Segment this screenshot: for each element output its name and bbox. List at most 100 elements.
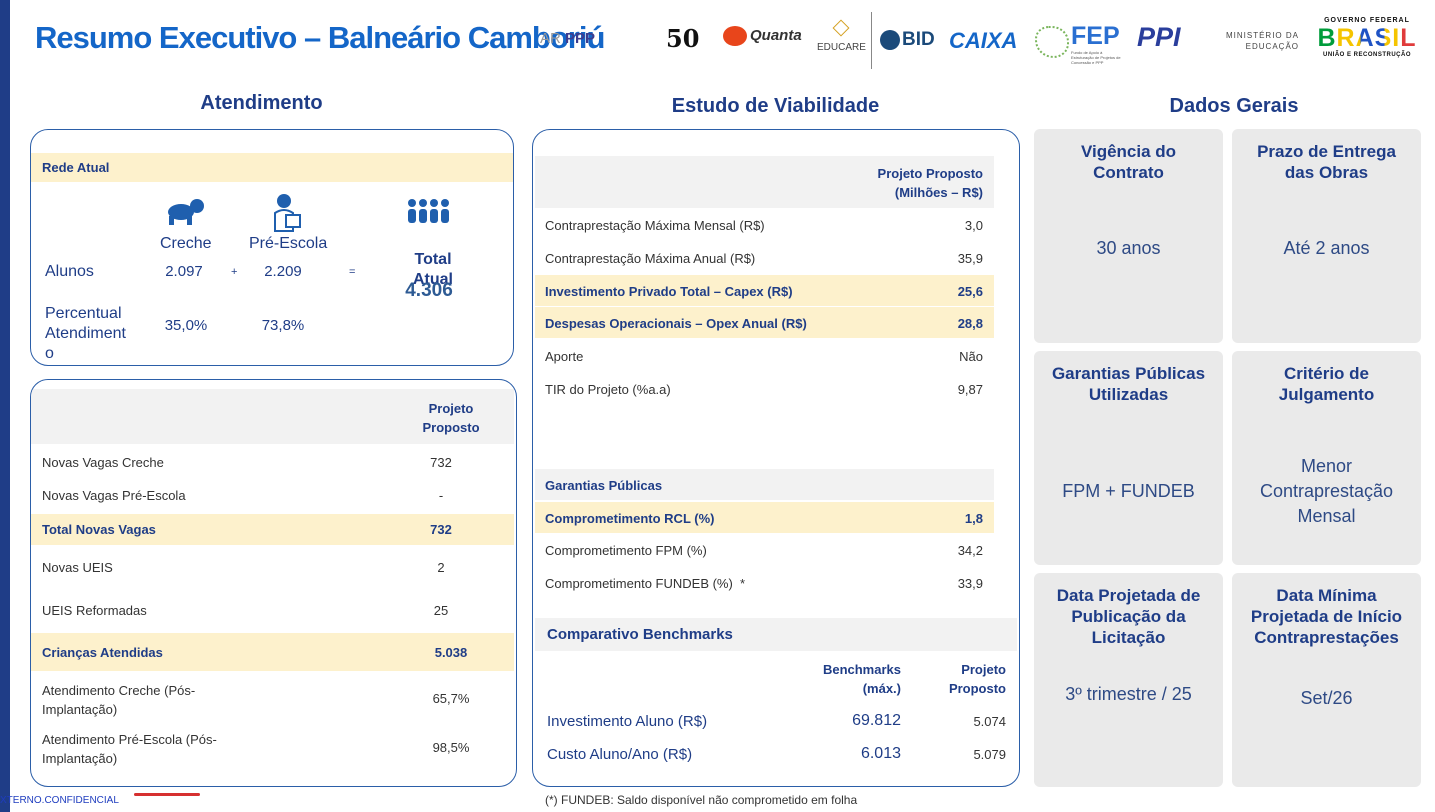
bench-row-custo-bench: 6.013 bbox=[860, 745, 901, 762]
box-criterio-title: Critério de Julgamento bbox=[1278, 364, 1375, 404]
box-criterio-value: Menor Contraprestação Mensal bbox=[1259, 456, 1394, 526]
quanta-logo-text: Quanta bbox=[750, 26, 802, 44]
brasil-wordmark: BRASIL bbox=[1312, 24, 1422, 52]
bench-col-benchmarks: Benchmarks (máx.) bbox=[822, 662, 901, 696]
fep-subtitle: Fundo de Apoio à Estruturação de Projeto… bbox=[1071, 50, 1121, 65]
viab-row-mensal-value: 3,0 bbox=[964, 218, 983, 233]
plus-sign: + bbox=[231, 266, 238, 278]
viab-row-mensal-label: Contraprestação Máxima Mensal (R$) bbox=[545, 218, 765, 233]
percentual-label: Percentual Atendiment o bbox=[45, 305, 126, 362]
box-data-contraprestacoes-value: Set/26 bbox=[1300, 688, 1353, 708]
box-data-publicacao-title: Data Projetada de Publicação da Licitaçã… bbox=[1056, 586, 1201, 647]
total-group-icon bbox=[407, 198, 451, 224]
perc-creche-value: 35,0% bbox=[164, 317, 208, 334]
ppi-logo-text: PPI bbox=[1137, 22, 1181, 52]
col-creche-label: Creche bbox=[160, 235, 212, 252]
row-atendimento-pre-value: 98,5% bbox=[432, 740, 470, 755]
classification-label: XTERNO.CONFIDENCIAL bbox=[0, 795, 119, 806]
box-prazo-title: Prazo de Entrega das Obras bbox=[1257, 142, 1396, 182]
equals-sign: = bbox=[349, 266, 356, 278]
logo-caixa: CAIXA bbox=[949, 28, 1017, 54]
row-novas-ueis-value: 2 bbox=[437, 560, 445, 575]
row-criancas-label: Crianças Atendidas bbox=[42, 645, 163, 660]
col-total-label: Total Atual bbox=[413, 251, 453, 288]
alunos-creche-value: 2.097 bbox=[165, 263, 203, 280]
benchmarks-header-bg bbox=[535, 618, 1017, 651]
perc-pre-value: 73,8% bbox=[261, 317, 305, 334]
box-garantias-title: Garantias Públicas Utilizadas bbox=[1051, 364, 1206, 404]
bid-globe-icon bbox=[880, 29, 900, 50]
viab-row-opex-value: 28,8 bbox=[957, 316, 983, 331]
garantias-header: Garantias Públicas bbox=[545, 478, 663, 493]
rede-atual-label: Rede Atual bbox=[42, 160, 110, 175]
fep-map-icon bbox=[1035, 26, 1069, 58]
alunos-label: Alunos bbox=[45, 263, 94, 280]
caixa-logo-text: CAIXA bbox=[949, 28, 1018, 53]
governo-federal-text: GOVERNO FEDERAL bbox=[1324, 17, 1410, 24]
rede-atual-panel: Rede Atual Creche Pré-Escola Total Atual… bbox=[30, 129, 514, 366]
quanta-mark-icon bbox=[723, 26, 747, 46]
logo-educare: EDUCARE bbox=[817, 19, 866, 53]
rede-atual-header bbox=[31, 153, 513, 182]
row-novas-vagas-pre-value: - bbox=[438, 488, 444, 503]
bench-row-custo-proj: 5.079 bbox=[973, 747, 1006, 762]
bid-logo-text: BID bbox=[902, 29, 935, 50]
box-prazo: Prazo de Entrega das Obras Até 2 anos bbox=[1232, 129, 1421, 343]
garantia-fundeb-value: 33,9 bbox=[957, 576, 983, 591]
viabilidade-panel: Projeto Proposto (Milhões – R$) Contrapr… bbox=[532, 129, 1020, 787]
left-accent-bar bbox=[0, 0, 10, 812]
row-hl-opex bbox=[535, 307, 994, 338]
fundeb-footnote: (*) FUNDEB: Saldo disponível não comprom… bbox=[545, 793, 858, 807]
educare-diamond-icon bbox=[832, 19, 850, 37]
bench-row-custo-label: Custo Aluno/Ano (R$) bbox=[547, 746, 693, 763]
viab-header-bg bbox=[535, 156, 994, 208]
box-prazo-value: Até 2 anos bbox=[1283, 238, 1370, 258]
row-novas-ueis-label: Novas UEIS bbox=[42, 560, 113, 575]
viab-row-capex-value: 25,6 bbox=[957, 284, 983, 299]
fifty-logo-text: 50 bbox=[666, 24, 700, 53]
bench-row-invest-bench: 69.812 bbox=[852, 712, 901, 729]
projeto-header: Projeto Proposto bbox=[422, 401, 480, 435]
viab-row-tir-label: TIR do Projeto (%a.a) bbox=[545, 382, 671, 397]
atendimento-title: Atendimento bbox=[200, 92, 323, 114]
partner-logos: AR PPP 50 Quanta EDUCARE BID CAIXA FEP F… bbox=[540, 12, 1425, 70]
educare-logo-text: EDUCARE bbox=[817, 42, 866, 53]
box-data-contraprestacoes-title: Data Mínima Projetada de Início Contrapr… bbox=[1250, 586, 1403, 647]
classification-underline bbox=[134, 793, 200, 796]
logo-ppi: PPI bbox=[1137, 22, 1181, 53]
row-total-vagas-label: Total Novas Vagas bbox=[42, 522, 156, 537]
ppp-logo-text: PPP bbox=[565, 30, 596, 47]
box-data-publicacao: Data Projetada de Publicação da Licitaçã… bbox=[1034, 573, 1223, 787]
box-vigencia-title: Vigência do Contrato bbox=[1080, 142, 1177, 182]
col-pre-escola-label: Pré-Escola bbox=[249, 235, 328, 252]
garantia-rcl-label: Comprometimento RCL (%) bbox=[545, 511, 715, 526]
garantia-rcl-value: 1,8 bbox=[964, 511, 983, 526]
garantia-fundeb-label: Comprometimento FUNDEB (%) * bbox=[545, 576, 746, 591]
logo-ppp: AR PPP bbox=[540, 30, 595, 47]
alunos-total-value: 4.306 bbox=[405, 280, 453, 301]
row-atendimento-creche-value: 65,7% bbox=[432, 691, 470, 706]
viab-row-opex-label: Despesas Operacionais – Opex Anual (R$) bbox=[545, 316, 807, 331]
ppp-logo-partial: AR bbox=[540, 30, 561, 47]
row-novas-vagas-creche-label: Novas Vagas Creche bbox=[42, 455, 164, 470]
uniao-reconstrucao-text: UNIÃO E RECONSTRUÇÃO bbox=[1322, 52, 1411, 58]
projeto-header-bg bbox=[31, 389, 514, 444]
row-atendimento-creche-label: Atendimento Creche (Pós-Implantação) bbox=[42, 683, 196, 717]
logo-governo-federal: GOVERNO FEDERAL BRASIL UNIÃO E RECONSTRU… bbox=[1312, 17, 1422, 58]
row-hl-criancas bbox=[31, 633, 514, 671]
viab-row-aporte-label: Aporte bbox=[545, 349, 584, 364]
logo-50-anos: 50 bbox=[666, 24, 699, 53]
logo-divider bbox=[871, 12, 872, 69]
row-novas-vagas-creche-value: 732 bbox=[430, 455, 452, 470]
garantia-fpm-label: Comprometimento FPM (%) bbox=[545, 543, 707, 558]
box-garantias: Garantias Públicas Utilizadas FPM + FUND… bbox=[1034, 351, 1223, 565]
page-title: Resumo Executivo – Balneário Camboriú bbox=[35, 20, 605, 55]
bench-row-invest-label: Investimento Aluno (R$) bbox=[547, 713, 708, 730]
row-hl-capex bbox=[535, 275, 994, 306]
viabilidade-title: Estudo de Viabilidade bbox=[671, 95, 880, 117]
row-hl-rcl bbox=[535, 502, 994, 533]
viab-row-anual-value: 35,9 bbox=[957, 251, 983, 266]
row-atendimento-pre-label: Atendimento Pré-Escola (Pós-Implantação) bbox=[42, 732, 217, 766]
viab-row-capex-label: Investimento Privado Total – Capex (R$) bbox=[545, 284, 793, 299]
box-garantias-value: FPM + FUNDEB bbox=[1062, 481, 1195, 501]
